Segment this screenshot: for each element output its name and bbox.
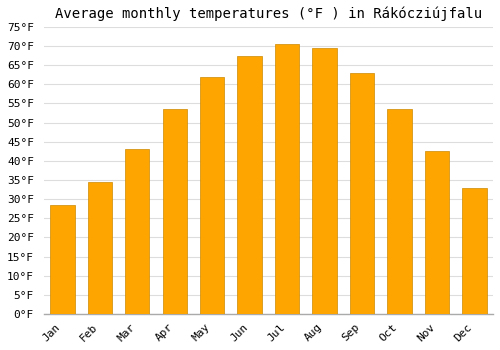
Bar (424, 151, 449, 314)
Bar (200, 77, 224, 314)
Title: Average monthly temperatures (°F ) in Rákócziújfalu: Average monthly temperatures (°F ) in Rá… (55, 7, 482, 21)
Bar (275, 44, 299, 314)
Bar (388, 109, 411, 314)
Bar (50, 205, 74, 314)
Bar (162, 109, 187, 314)
Bar (312, 48, 336, 314)
Bar (462, 188, 486, 314)
Bar (88, 182, 112, 314)
Bar (125, 149, 150, 314)
Bar (238, 56, 262, 314)
Bar (350, 73, 374, 314)
